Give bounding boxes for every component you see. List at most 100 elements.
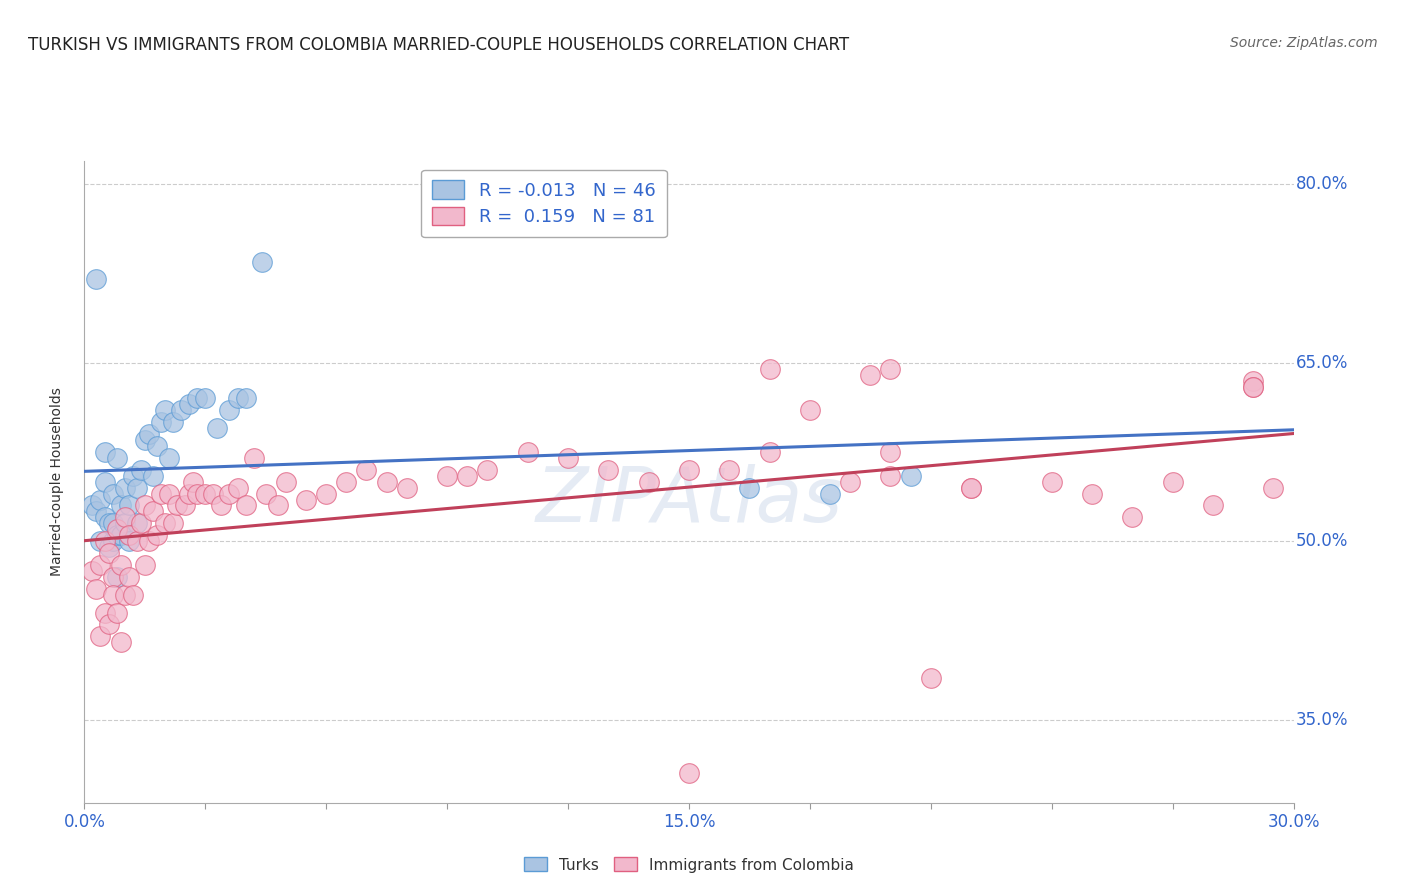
Point bbox=[274, 475, 297, 489]
Point bbox=[105, 528, 128, 542]
Point bbox=[157, 450, 180, 465]
Point bbox=[105, 606, 128, 620]
Point bbox=[125, 516, 148, 531]
Text: 50.0%: 50.0% bbox=[1296, 533, 1348, 550]
Point bbox=[157, 486, 180, 500]
Legend: Turks, Immigrants from Colombia: Turks, Immigrants from Colombia bbox=[517, 851, 860, 879]
Point bbox=[110, 558, 132, 572]
Point bbox=[209, 499, 232, 513]
Point bbox=[186, 486, 208, 500]
Point bbox=[142, 468, 165, 483]
Point bbox=[738, 481, 761, 495]
Point bbox=[1040, 475, 1063, 489]
Point bbox=[226, 392, 249, 406]
Point bbox=[194, 392, 217, 406]
Point bbox=[678, 463, 700, 477]
Point bbox=[235, 499, 257, 513]
Y-axis label: Married-couple Households: Married-couple Households bbox=[49, 387, 63, 576]
Point bbox=[134, 558, 156, 572]
Point bbox=[153, 403, 176, 417]
Point bbox=[202, 486, 225, 500]
Text: Source: ZipAtlas.com: Source: ZipAtlas.com bbox=[1230, 36, 1378, 50]
Point bbox=[1161, 475, 1184, 489]
Point bbox=[89, 534, 111, 549]
Point bbox=[477, 463, 499, 477]
Point bbox=[146, 528, 169, 542]
Point bbox=[758, 361, 780, 376]
Point bbox=[174, 499, 197, 513]
Point bbox=[138, 427, 160, 442]
Point bbox=[114, 510, 136, 524]
Point bbox=[395, 481, 418, 495]
Point bbox=[97, 516, 120, 531]
Point bbox=[356, 463, 378, 477]
Point bbox=[93, 510, 115, 524]
Point bbox=[170, 403, 193, 417]
Point bbox=[105, 522, 128, 536]
Point bbox=[93, 445, 115, 459]
Point bbox=[179, 397, 201, 411]
Point bbox=[181, 475, 204, 489]
Point bbox=[818, 486, 841, 500]
Point bbox=[110, 499, 132, 513]
Point bbox=[1241, 379, 1264, 393]
Point bbox=[142, 504, 165, 518]
Point bbox=[235, 392, 257, 406]
Point bbox=[218, 486, 240, 500]
Point bbox=[456, 468, 478, 483]
Point bbox=[82, 564, 104, 578]
Point bbox=[114, 516, 136, 531]
Point bbox=[138, 534, 160, 549]
Point bbox=[1241, 379, 1264, 393]
Point bbox=[153, 516, 176, 531]
Point bbox=[97, 540, 120, 554]
Point bbox=[89, 558, 111, 572]
Point bbox=[295, 492, 318, 507]
Point bbox=[162, 516, 184, 531]
Point bbox=[134, 433, 156, 447]
Point bbox=[101, 516, 124, 531]
Point bbox=[146, 439, 169, 453]
Point bbox=[86, 582, 108, 596]
Text: TURKISH VS IMMIGRANTS FROM COLOMBIA MARRIED-COUPLE HOUSEHOLDS CORRELATION CHART: TURKISH VS IMMIGRANTS FROM COLOMBIA MARR… bbox=[28, 36, 849, 54]
Point bbox=[436, 468, 458, 483]
Point bbox=[900, 468, 922, 483]
Point bbox=[118, 499, 141, 513]
Point bbox=[121, 468, 143, 483]
Point bbox=[97, 617, 120, 632]
Point bbox=[375, 475, 398, 489]
Point bbox=[960, 481, 983, 495]
Point bbox=[118, 570, 141, 584]
Point bbox=[315, 486, 337, 500]
Text: 80.0%: 80.0% bbox=[1296, 176, 1348, 194]
Point bbox=[226, 481, 249, 495]
Point bbox=[186, 392, 208, 406]
Point bbox=[82, 499, 104, 513]
Point bbox=[125, 481, 148, 495]
Point bbox=[879, 361, 901, 376]
Point bbox=[129, 463, 152, 477]
Point bbox=[1241, 374, 1264, 388]
Text: 35.0%: 35.0% bbox=[1296, 711, 1348, 729]
Point bbox=[242, 450, 264, 465]
Point bbox=[101, 570, 124, 584]
Point bbox=[101, 486, 124, 500]
Point bbox=[149, 486, 172, 500]
Point bbox=[93, 475, 115, 489]
Point bbox=[1202, 499, 1225, 513]
Point bbox=[1081, 486, 1104, 500]
Point bbox=[557, 450, 579, 465]
Point bbox=[335, 475, 357, 489]
Point bbox=[114, 588, 136, 602]
Point bbox=[879, 468, 901, 483]
Point bbox=[250, 254, 273, 268]
Point bbox=[879, 445, 901, 459]
Point bbox=[110, 528, 132, 542]
Point bbox=[1121, 510, 1143, 524]
Point bbox=[839, 475, 862, 489]
Point bbox=[179, 486, 201, 500]
Point bbox=[105, 570, 128, 584]
Point bbox=[920, 671, 942, 685]
Point bbox=[93, 606, 115, 620]
Point bbox=[93, 534, 115, 549]
